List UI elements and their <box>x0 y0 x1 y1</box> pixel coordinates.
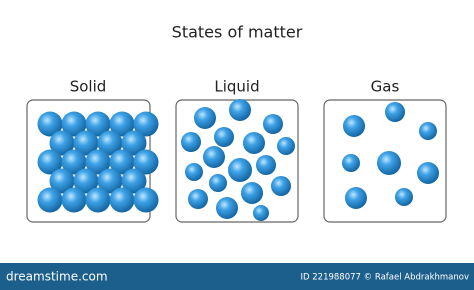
footer-bar <box>0 263 474 290</box>
particle <box>37 149 63 175</box>
particle <box>73 168 99 194</box>
particle <box>253 205 269 221</box>
particle <box>181 132 201 152</box>
particle <box>121 130 147 156</box>
particle <box>342 154 360 172</box>
particle <box>85 149 111 175</box>
particle <box>85 187 111 213</box>
particle <box>377 151 401 175</box>
particle <box>271 176 291 196</box>
particle <box>109 149 135 175</box>
particle <box>209 174 227 192</box>
particle <box>229 99 251 121</box>
particle <box>214 127 234 147</box>
state-label: Liquid <box>214 78 259 96</box>
particle <box>97 168 123 194</box>
particle <box>97 130 123 156</box>
particle <box>61 149 87 175</box>
particle <box>185 163 203 181</box>
particle <box>121 168 147 194</box>
particle <box>228 158 252 182</box>
particle <box>61 187 87 213</box>
particle <box>203 146 225 168</box>
particle <box>61 111 87 137</box>
particle <box>49 168 75 194</box>
particle <box>216 197 238 219</box>
particle <box>133 149 159 175</box>
particle <box>133 111 159 137</box>
title: States of matter <box>172 23 303 42</box>
particle <box>419 122 437 140</box>
particle <box>345 187 367 209</box>
particle <box>37 187 63 213</box>
state-label: Gas <box>371 78 400 96</box>
particle <box>109 187 135 213</box>
footer-brand: dreamstime.com <box>6 270 108 284</box>
particle <box>343 115 365 137</box>
particle <box>277 137 295 155</box>
footer-credit: ID 221988077 © Rafael Abdrakhmanov <box>301 273 469 283</box>
state-label: Solid <box>70 78 107 96</box>
particle <box>188 189 208 209</box>
particle <box>85 111 111 137</box>
particle <box>194 107 216 129</box>
particle <box>417 162 439 184</box>
particle <box>37 111 63 137</box>
particles <box>37 99 439 221</box>
particle <box>263 114 283 134</box>
particle <box>256 155 276 175</box>
particle <box>49 130 75 156</box>
particle <box>73 130 99 156</box>
particle <box>395 188 413 206</box>
particle <box>133 187 159 213</box>
particle <box>385 102 405 122</box>
particle <box>109 111 135 137</box>
particle <box>241 182 263 204</box>
particle <box>243 132 265 154</box>
